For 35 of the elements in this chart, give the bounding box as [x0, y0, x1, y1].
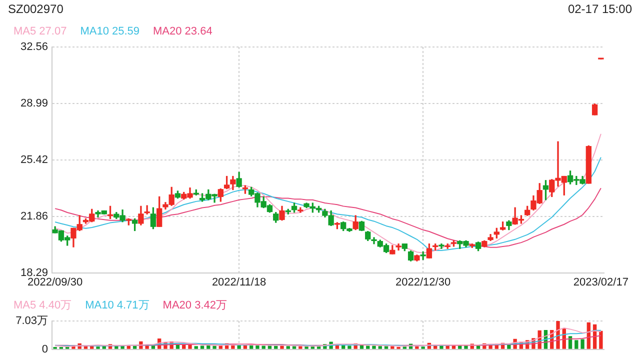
bar: [378, 346, 382, 349]
bar: [372, 346, 376, 349]
bar: [243, 345, 248, 349]
y-tick-label: 25.42: [20, 154, 48, 166]
y-tick-label: 0: [42, 343, 48, 356]
x-tick-label: 2022/09/30: [28, 276, 83, 288]
text: MA5 4.40万: [14, 300, 72, 312]
text: MA5 27.07: [14, 26, 67, 38]
bar: [286, 346, 290, 349]
bar: [194, 346, 198, 349]
bar: [599, 330, 603, 349]
bar: [256, 345, 260, 349]
bar: [360, 345, 364, 349]
bar: [580, 339, 584, 349]
bar: [341, 345, 346, 349]
text: MA20 3.42万: [162, 300, 227, 312]
text: 02-17 15:00: [568, 2, 632, 16]
chart-title: SZ002970: [8, 2, 64, 18]
bar: [200, 346, 204, 349]
bar: [348, 346, 352, 349]
text: MA10 4.71万: [85, 300, 150, 312]
y-tick-label: 21.86: [20, 210, 48, 222]
bar: [262, 346, 266, 349]
y-tick-label: 28.99: [20, 98, 48, 110]
bar: [366, 346, 370, 349]
text: MA10 25.59: [80, 26, 140, 38]
text: MA20 23.64: [153, 26, 212, 38]
bar: [206, 345, 210, 349]
y-tick-label: 7.03万: [16, 315, 48, 328]
y-tick-label: 32.56: [20, 41, 48, 54]
x-tick-label: 2022/11/18: [212, 276, 266, 288]
bar: [574, 340, 578, 349]
x-tick-label: 2022/12/30: [396, 276, 451, 288]
y-tick-label: 18.29: [20, 266, 48, 279]
x-tick-label: 2023/02/17: [573, 276, 628, 288]
